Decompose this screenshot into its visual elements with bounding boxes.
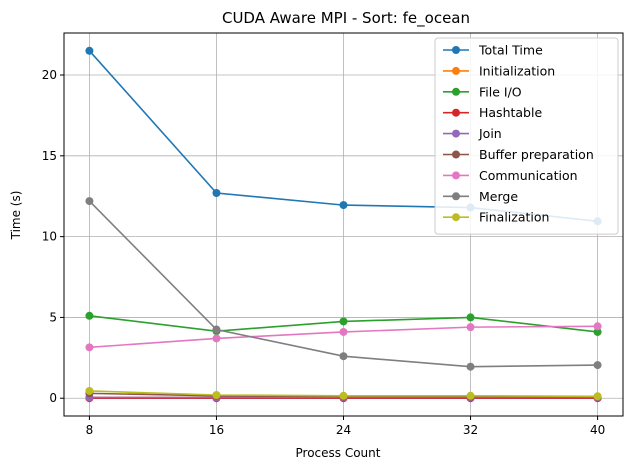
legend-item: Merge	[443, 189, 518, 204]
x-tick-label: 16	[209, 423, 224, 437]
legend-marker	[452, 46, 460, 54]
y-tick-label: 10	[42, 230, 57, 244]
y-tick-label: 5	[49, 310, 57, 324]
data-point	[339, 317, 348, 326]
data-point	[593, 361, 602, 370]
data-point	[85, 343, 94, 352]
legend-label: Hashtable	[479, 105, 542, 120]
data-point	[339, 327, 348, 336]
data-point	[466, 313, 475, 322]
legend-marker	[452, 87, 460, 96]
x-axis-label: Process Count	[296, 446, 381, 460]
legend-item: Communication	[443, 168, 578, 183]
legend-marker	[452, 171, 460, 180]
data-point	[85, 197, 94, 206]
data-point	[339, 391, 348, 400]
legend-marker	[452, 213, 460, 222]
legend-item: Initialization	[443, 63, 555, 78]
legend-item: Total Time	[443, 43, 543, 58]
series-finalization	[85, 386, 602, 401]
axes: 8 16 24 32 40 0 5 10 15 20	[42, 32, 624, 437]
y-tick-label: 15	[42, 149, 57, 163]
legend-label: Merge	[479, 189, 518, 204]
legend-item: Finalization	[443, 210, 549, 225]
legend-box	[434, 37, 619, 235]
data-point	[339, 352, 348, 361]
legend-label: Communication	[479, 168, 578, 183]
legend: Total Time Initialization File I/O Hashtabl…	[434, 37, 619, 235]
series-file-i-o	[85, 311, 602, 336]
x-tick-label: 40	[590, 423, 605, 437]
legend-marker	[452, 129, 460, 138]
legend-label: Buffer preparation	[479, 147, 594, 162]
legend-label: Finalization	[479, 210, 549, 225]
data-point	[85, 386, 94, 395]
series-communication	[85, 322, 602, 352]
legend-item: Join	[443, 126, 502, 141]
data-point	[85, 311, 94, 320]
chart-title: CUDA Aware MPI - Sort: fe_ocean	[222, 9, 470, 28]
legend-label: Join	[478, 126, 502, 141]
legend-marker	[452, 66, 460, 75]
x-tick-label: 32	[463, 423, 478, 437]
x-tick-label: 24	[336, 423, 351, 437]
data-point	[212, 188, 221, 197]
data-point	[466, 323, 475, 332]
legend-marker	[452, 192, 460, 201]
legend-item: File I/O	[443, 84, 522, 99]
series-merge	[85, 197, 602, 371]
data-point	[85, 46, 94, 55]
data-point	[466, 362, 475, 371]
legend-label: File I/O	[479, 84, 522, 99]
data-point	[212, 334, 221, 343]
y-axis-label: Time (s)	[9, 191, 23, 241]
legend-marker	[452, 150, 460, 159]
legend-item: Hashtable	[443, 105, 542, 120]
legend-marker	[452, 108, 460, 117]
x-tick-label: 8	[86, 423, 94, 437]
legend-label: Total Time	[478, 43, 543, 58]
y-tick-label: 0	[49, 391, 57, 405]
data-point	[466, 391, 475, 400]
legend-item: Buffer preparation	[443, 147, 594, 162]
data-point	[212, 390, 221, 399]
data-point	[593, 322, 602, 331]
data-point	[593, 327, 602, 336]
data-point	[593, 392, 602, 401]
legend-label: Initialization	[479, 63, 555, 78]
data-point	[212, 325, 221, 334]
data-point	[339, 201, 348, 210]
y-tick-label: 20	[42, 68, 57, 82]
